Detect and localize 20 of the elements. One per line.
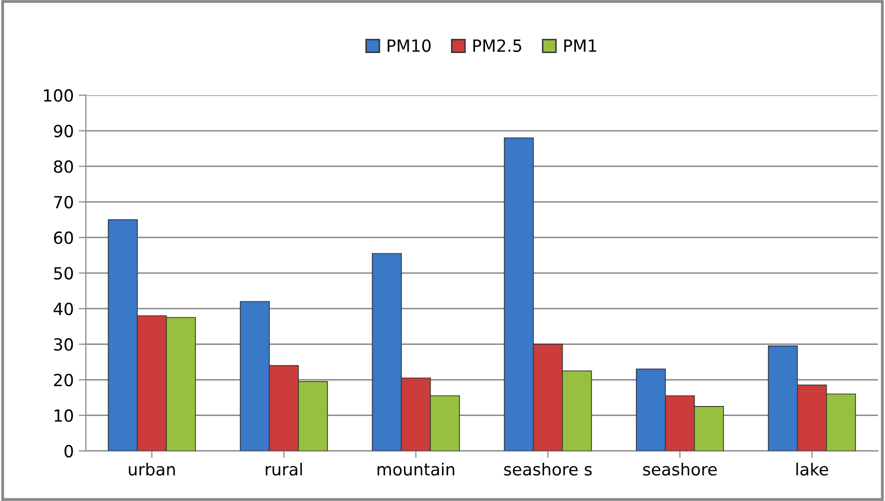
x-tick-label: lake bbox=[796, 462, 828, 476]
y-tick-label: 20 bbox=[54, 374, 73, 386]
y-tick-label: 90 bbox=[54, 124, 73, 138]
x-tick-label: seashore s bbox=[504, 462, 592, 476]
x-tick-label: seashore bbox=[643, 462, 717, 476]
y-tick-label: 70 bbox=[54, 196, 73, 208]
x-tick-label: mountain bbox=[378, 462, 454, 476]
legend-label: PM1 bbox=[564, 40, 596, 52]
legend-label: PM10 bbox=[388, 39, 431, 52]
y-tick-label: 50 bbox=[54, 267, 73, 280]
y-tick-label: 100 bbox=[44, 89, 73, 102]
y-tick-label: 40 bbox=[54, 302, 73, 316]
y-tick-label: 30 bbox=[54, 338, 73, 351]
y-tick-label: 0 bbox=[64, 444, 73, 458]
x-tick-label: urban bbox=[128, 462, 175, 476]
x-tick-label: rural bbox=[266, 462, 302, 476]
y-tick-label: 60 bbox=[54, 231, 73, 244]
legend-label: PM2.5 bbox=[473, 39, 522, 52]
y-tick-label: 10 bbox=[54, 409, 73, 422]
y-tick-label: 80 bbox=[54, 160, 73, 173]
